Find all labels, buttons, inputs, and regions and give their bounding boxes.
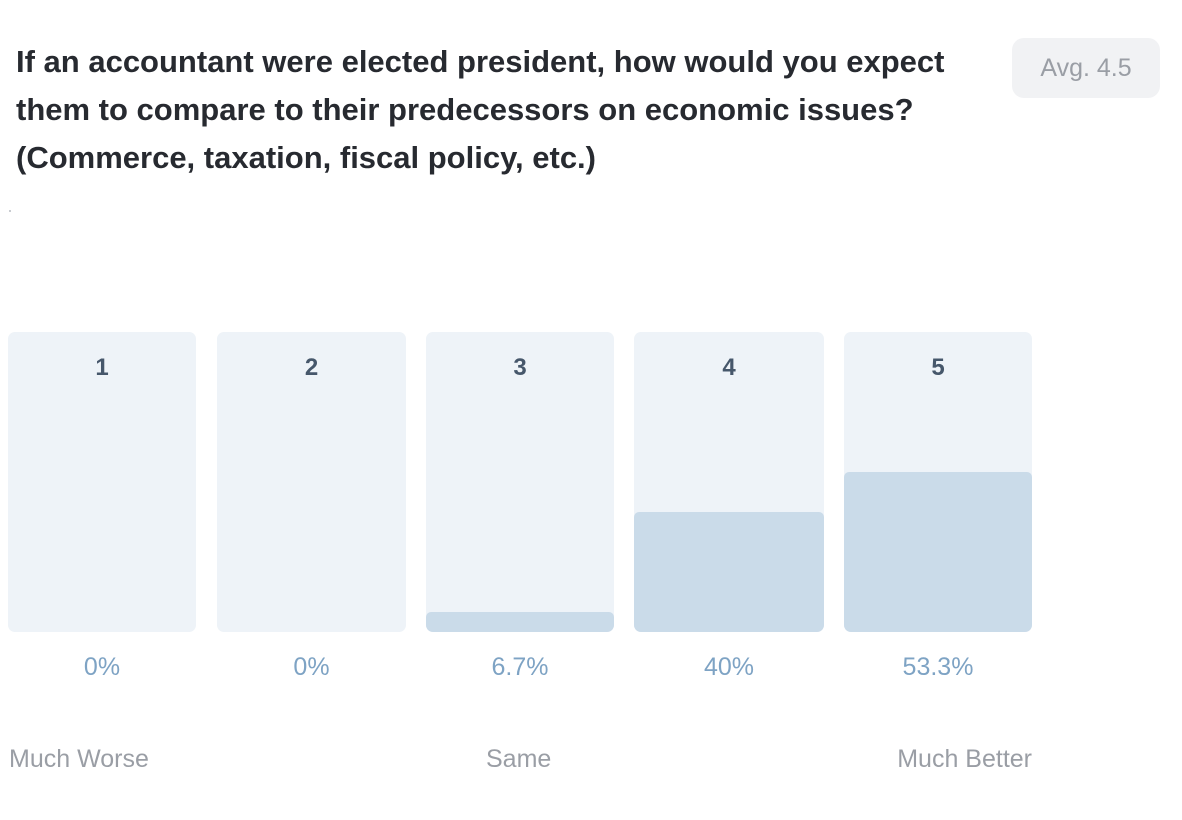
bar-column-2: 2: [217, 332, 406, 632]
bar-category-label: 3: [513, 354, 527, 381]
bar-percent-label: 40%: [703, 653, 755, 681]
bar-category-label: 4: [722, 354, 736, 381]
average-badge: Avg. 4.5: [1012, 38, 1160, 98]
scale-label-low: Much Worse: [9, 745, 149, 773]
bar-category-label: 5: [931, 354, 945, 381]
bar-percent-label: 53.3%: [902, 653, 974, 681]
bar-category-label: 1: [95, 354, 109, 381]
bar-percent-label: 0%: [293, 653, 330, 681]
bar-percent-label: 6.7%: [491, 653, 549, 681]
bar-fill-5: [844, 472, 1032, 632]
bar-fill-4: [634, 512, 824, 632]
question-title: If an accountant were elected president,…: [16, 44, 945, 175]
bar-column-4: 4: [634, 332, 824, 632]
bar-percent-label: 0%: [83, 653, 121, 681]
scale-label-high: Much Better: [897, 745, 1032, 773]
decorative-dot: [9, 210, 11, 212]
bar-column-1: 1: [8, 332, 196, 632]
bar-fill-3: [426, 612, 614, 632]
bar-column-5: 5: [844, 332, 1032, 632]
bar-category-label: 2: [304, 354, 319, 381]
scale-label-mid: Same: [486, 745, 552, 773]
bar-column-3: 3: [426, 332, 614, 632]
